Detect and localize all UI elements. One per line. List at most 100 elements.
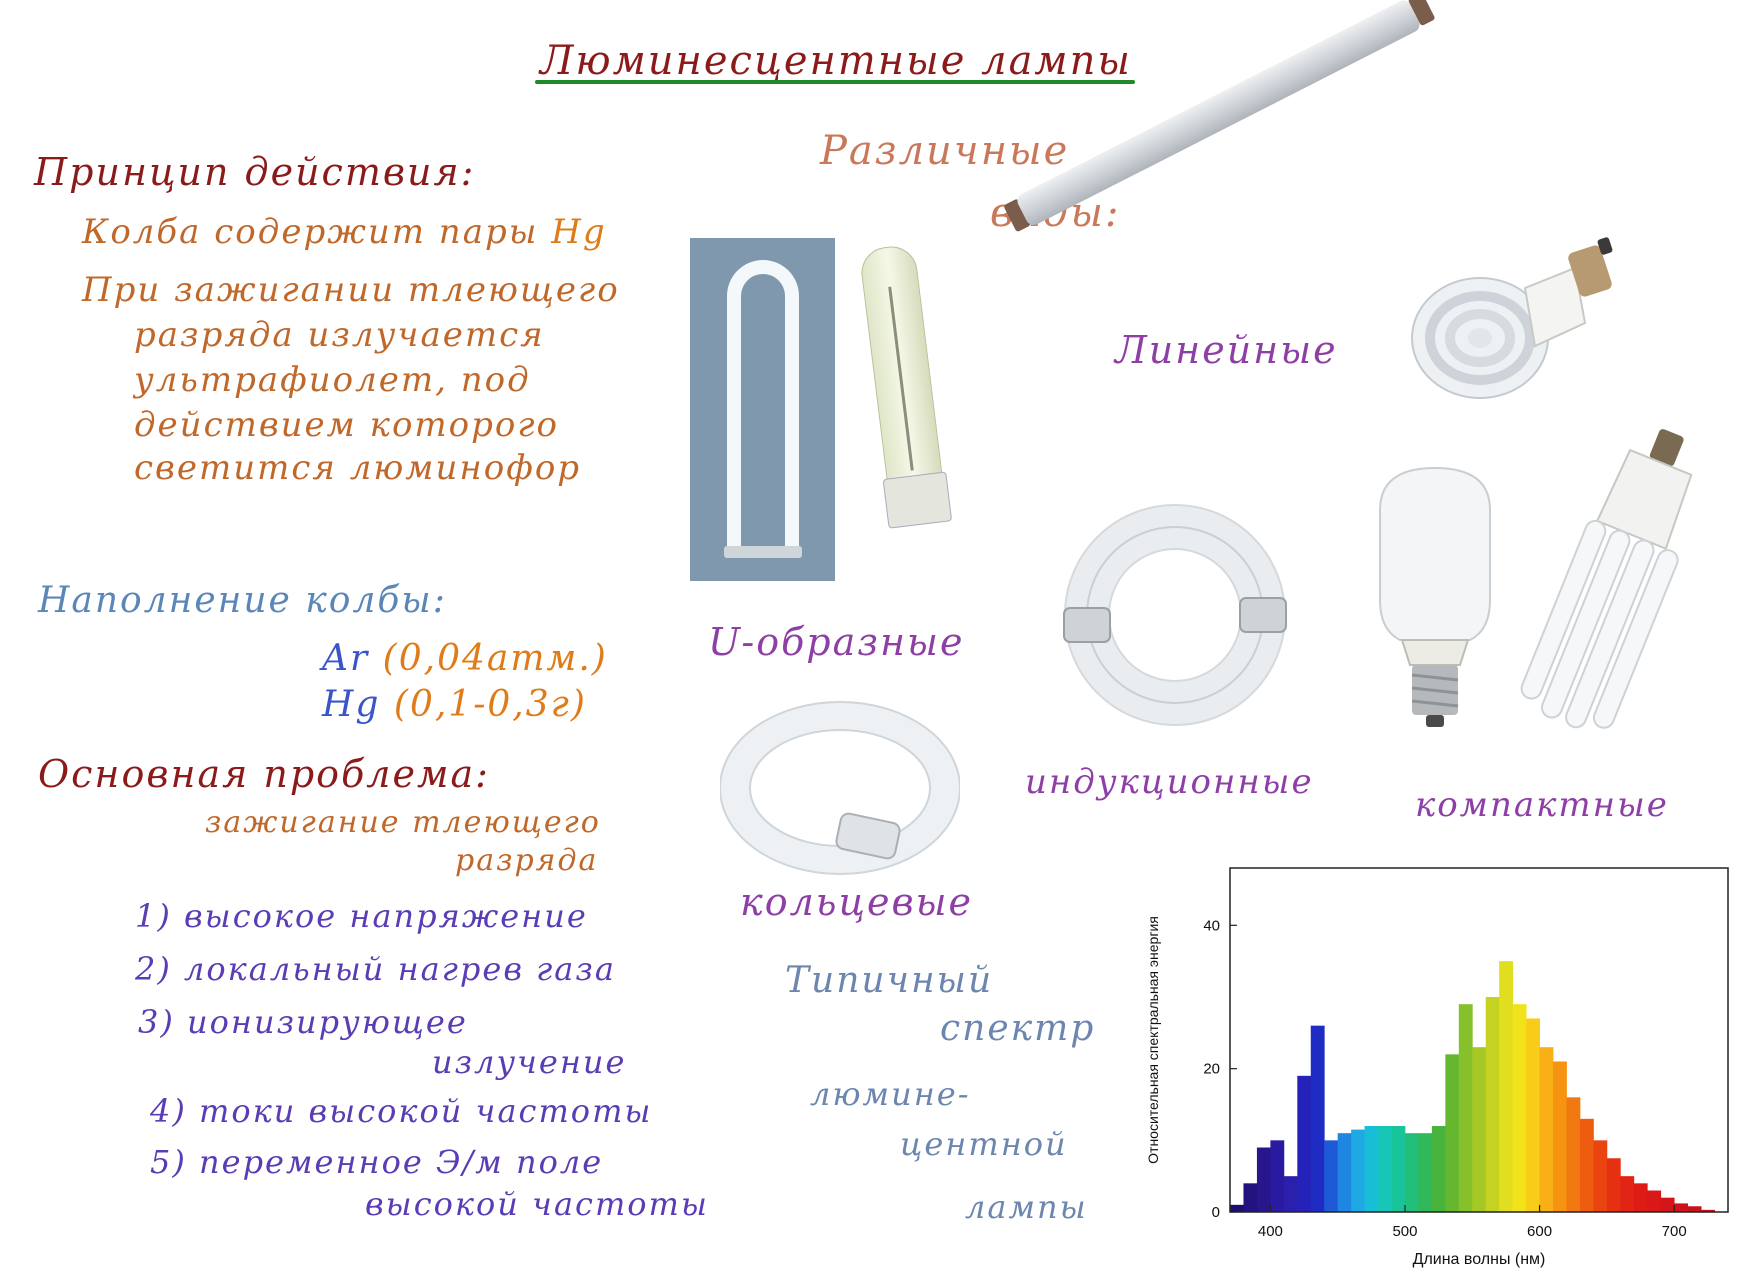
- problem-line-2: разряда: [455, 843, 599, 878]
- problem-heading: Основная проблема:: [38, 752, 490, 796]
- spectrum-bar: [1485, 997, 1500, 1212]
- filling-hg-symbol: Hg: [322, 684, 381, 725]
- x-tick-label: 400: [1258, 1223, 1283, 1240]
- spectrum-chart: 400 500 600 700 0 20 40 Длина волны (нм) Относ…: [1130, 850, 1740, 1270]
- filling-ar-value: (0,04атм.): [382, 638, 608, 679]
- spectrum-bar: [1660, 1197, 1675, 1212]
- chart-ticks: 400 500 600 700 0 20 40: [1203, 917, 1686, 1240]
- x-tick-label: 600: [1527, 1223, 1552, 1240]
- principle-line-3: разряда излучается: [134, 315, 545, 355]
- spectrum-bar: [1458, 1004, 1473, 1212]
- principle-line-2: При зажигании тлеющего: [82, 270, 620, 310]
- spectrum-bar: [1553, 1061, 1567, 1212]
- filling-hg-value: (0,1-0,3г): [393, 684, 587, 725]
- spectrum-note-5: лампы: [965, 1188, 1088, 1226]
- title-underline: [535, 80, 1135, 84]
- x-tick-label: 700: [1662, 1223, 1687, 1240]
- x-tick-label: 500: [1392, 1223, 1417, 1240]
- principle-heading: Принцип действия:: [34, 150, 476, 194]
- filling-ar: Ar (0,04атм.): [322, 638, 608, 679]
- spectrum-bar: [1310, 1025, 1325, 1212]
- spectrum-bar: [1404, 1133, 1419, 1212]
- spectrum-bar: [1256, 1147, 1271, 1212]
- spectrum-bar: [1606, 1158, 1621, 1212]
- spectrum-bars: [1230, 961, 1715, 1212]
- linear-tube-shape: [1014, 0, 1423, 228]
- pl-lamp-base: [882, 471, 953, 529]
- spectrum-bar: [1472, 1047, 1487, 1212]
- spectrum-note-4: центной: [900, 1125, 1068, 1163]
- problem-item-5: 5) переменное Э/м поле: [150, 1143, 604, 1181]
- problem-item-1: 1) высокое напряжение: [135, 897, 588, 935]
- spectrum-bar: [1579, 1118, 1594, 1212]
- problem-item-4: 4) токи высокой частоты: [150, 1092, 653, 1130]
- spectrum-bar: [1499, 961, 1514, 1212]
- principle-line-4: ультрафиолет, под: [134, 360, 531, 400]
- y-axis-label: Относительная спектральная энергия: [1145, 916, 1161, 1164]
- y-tick-label: 20: [1203, 1061, 1220, 1078]
- u-shaped-lamp-image: [690, 238, 835, 581]
- principle-hg: Hg: [551, 212, 607, 252]
- x-axis-label: Длина волны (нм): [1413, 1251, 1546, 1268]
- spectrum-note-3: люмине-: [810, 1075, 971, 1113]
- spectrum-bar: [1512, 1004, 1527, 1212]
- induction-lamp-image: [1060, 500, 1290, 730]
- y-tick-label: 0: [1212, 1204, 1220, 1221]
- pl-lamp-image: [851, 243, 956, 539]
- principle-line-1: Колба содержит пары Hg: [82, 212, 607, 252]
- problem-item-3-cont: излучение: [432, 1043, 627, 1081]
- types-heading-1: Различные: [820, 128, 1070, 174]
- spectrum-bar: [1378, 1126, 1392, 1212]
- label-linear: Линейные: [1115, 328, 1338, 372]
- spectrum-bar: [1391, 1126, 1406, 1212]
- page-title: Люминесцентные лампы: [540, 38, 1132, 84]
- spiral-lamp-image: [1405, 228, 1615, 418]
- ring-lamp-image: [719, 700, 961, 875]
- spectrum-bar: [1674, 1203, 1689, 1212]
- spectrum-bar: [1620, 1176, 1635, 1212]
- problem-item-2: 2) локальный нагрев газа: [135, 950, 616, 988]
- spectrum-bar: [1445, 1054, 1460, 1212]
- label-compact: компактные: [1415, 785, 1669, 825]
- spectrum-bar: [1431, 1126, 1446, 1212]
- label-ring: кольцевые: [740, 880, 974, 924]
- spectrum-bar: [1283, 1176, 1298, 1212]
- spectrum-bar: [1297, 1075, 1312, 1212]
- bulb-lamp-image: [1360, 460, 1510, 740]
- filling-ar-symbol: Ar: [322, 638, 370, 679]
- spectrum-bar: [1647, 1190, 1662, 1212]
- principle-line-1-text: Колба содержит пары: [82, 212, 539, 252]
- spectrum-bar: [1687, 1206, 1702, 1212]
- spectrum-bar: [1526, 1018, 1540, 1212]
- spectrum-bar: [1633, 1183, 1648, 1212]
- spectrum-note-2: спектр: [940, 1008, 1096, 1049]
- problem-item-5-cont: высокой частоты: [365, 1185, 709, 1223]
- u-lamp-base: [724, 546, 802, 558]
- spectrum-bar: [1337, 1133, 1352, 1212]
- y-tick-label: 40: [1203, 917, 1220, 934]
- spectrum-bar: [1566, 1097, 1581, 1212]
- spectrum-bar: [1364, 1126, 1379, 1212]
- problem-item-3: 3) ионизирующее: [138, 1003, 468, 1041]
- chart-frame: [1229, 867, 1729, 1213]
- principle-line-5: действием которого: [134, 405, 560, 445]
- compact-lamp-image: [1510, 420, 1710, 740]
- filling-heading: Наполнение колбы:: [38, 580, 447, 621]
- u-tube-shape: [727, 260, 799, 550]
- spectrum-bar: [1701, 1209, 1715, 1212]
- spectrum-bar: [1243, 1183, 1258, 1212]
- problem-line-1: зажигание тлеющего: [205, 805, 601, 840]
- spectrum-bar: [1324, 1140, 1339, 1212]
- spectrum-bar: [1593, 1140, 1608, 1212]
- filling-hg: Hg (0,1-0,3г): [322, 684, 587, 725]
- label-u-shaped: U-образные: [708, 620, 965, 664]
- linear-lamp-image: [1002, 0, 1436, 234]
- spectrum-bar: [1351, 1129, 1365, 1212]
- spectrum-bar: [1230, 1204, 1244, 1212]
- principle-line-6: светится люминофор: [134, 448, 582, 488]
- spectrum-bar: [1270, 1140, 1285, 1212]
- label-induction: индукционные: [1025, 762, 1314, 802]
- spectrum-note-1: Типичный: [785, 960, 994, 1001]
- spectrum-bar: [1418, 1133, 1433, 1212]
- spectrum-bar: [1539, 1047, 1554, 1212]
